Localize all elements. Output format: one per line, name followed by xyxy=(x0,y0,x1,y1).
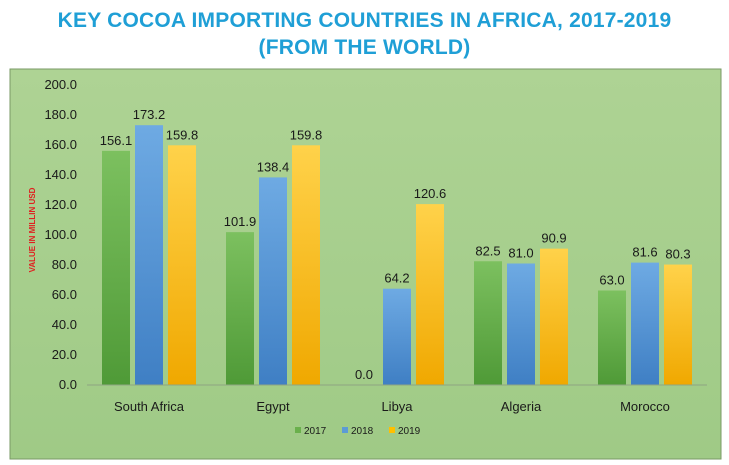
data-label: 64.2 xyxy=(384,271,409,286)
bar-2017-morocco xyxy=(598,290,626,385)
data-label: 173.2 xyxy=(133,107,166,122)
data-label: 101.9 xyxy=(224,214,257,229)
y-axis-label: VALUE IN MILLIN USD xyxy=(28,187,37,272)
bar-2018-libya xyxy=(383,288,411,385)
x-tick-label: Libya xyxy=(381,399,413,414)
data-label: 80.3 xyxy=(665,247,690,262)
bar-2018-south-africa xyxy=(135,125,163,385)
y-tick-label: 100.0 xyxy=(44,227,77,242)
data-label: 138.4 xyxy=(257,159,290,174)
bar-2019-algeria xyxy=(540,248,568,385)
bar-2019-libya xyxy=(416,204,444,385)
data-label: 159.8 xyxy=(166,127,199,142)
bar-2019-egypt xyxy=(292,145,320,385)
y-tick-label: 140.0 xyxy=(44,167,77,182)
y-tick-label: 40.0 xyxy=(52,317,77,332)
data-label: 81.6 xyxy=(632,245,657,260)
bar-2019-south-africa xyxy=(168,145,196,385)
data-label: 156.1 xyxy=(100,133,133,148)
data-label: 0.0 xyxy=(355,367,373,382)
x-tick-label: South Africa xyxy=(114,399,185,414)
y-tick-label: 120.0 xyxy=(44,197,77,212)
y-tick-label: 20.0 xyxy=(52,347,77,362)
legend-label: 2017 xyxy=(304,426,327,437)
y-tick-label: 200.0 xyxy=(44,77,77,92)
bar-2017-egypt xyxy=(226,232,254,385)
chart-title-line2: (FROM THE WORLD) xyxy=(258,36,471,59)
x-tick-label: Egypt xyxy=(256,399,290,414)
bar-2017-south-africa xyxy=(102,150,130,385)
y-tick-label: 180.0 xyxy=(44,107,77,122)
legend-swatch-2017 xyxy=(295,427,301,433)
bar-2019-morocco xyxy=(664,264,692,385)
chart-title-line1: KEY COCOA IMPORTING COUNTRIES IN AFRICA,… xyxy=(57,9,672,32)
y-tick-label: 60.0 xyxy=(52,287,77,302)
legend-swatch-2018 xyxy=(342,427,348,433)
legend-label: 2018 xyxy=(351,426,374,437)
data-label: 90.9 xyxy=(541,231,566,246)
data-label: 159.8 xyxy=(290,127,323,142)
data-label: 81.0 xyxy=(508,246,533,261)
x-tick-label: Morocco xyxy=(620,399,670,414)
y-tick-label: 0.0 xyxy=(59,377,77,392)
x-tick-label: Algeria xyxy=(501,399,542,414)
bar-2018-morocco xyxy=(631,262,659,385)
legend-swatch-2019 xyxy=(389,427,395,433)
data-label: 82.5 xyxy=(475,243,500,258)
bar-2017-algeria xyxy=(474,261,502,385)
data-label: 120.6 xyxy=(414,186,447,201)
y-tick-label: 160.0 xyxy=(44,137,77,152)
data-label: 63.0 xyxy=(599,273,624,288)
legend-label: 2019 xyxy=(398,426,421,437)
y-tick-label: 80.0 xyxy=(52,257,77,272)
bar-2018-egypt xyxy=(259,177,287,385)
bar-2018-algeria xyxy=(507,263,535,385)
